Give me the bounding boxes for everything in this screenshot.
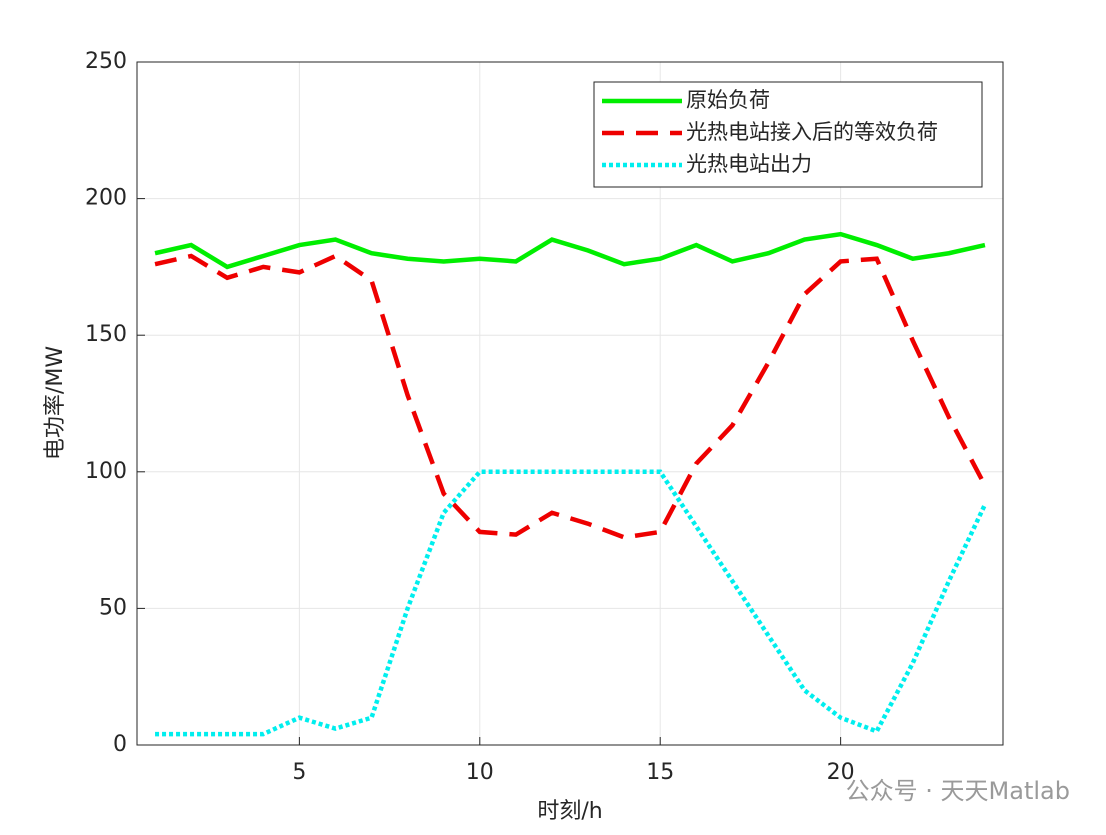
y-tick-label: 150 bbox=[85, 322, 127, 347]
x-axis-label: 时刻/h bbox=[537, 799, 602, 824]
series-line bbox=[154, 253, 987, 540]
y-tick-label: 200 bbox=[85, 186, 127, 211]
x-tick-label: 15 bbox=[646, 760, 674, 785]
y-tick-label: 100 bbox=[85, 459, 127, 484]
series-line bbox=[154, 231, 986, 270]
y-tick-label: 0 bbox=[113, 732, 127, 757]
y-tick-label: 250 bbox=[85, 49, 127, 74]
x-tick-label: 20 bbox=[827, 760, 855, 785]
series-line bbox=[155, 469, 987, 737]
x-tick-label: 10 bbox=[466, 760, 494, 785]
y-axis-label: 电功率/MW bbox=[43, 346, 68, 460]
watermark: 公众号 · 天天Matlab bbox=[846, 777, 1070, 805]
legend-label: 光热电站出力 bbox=[686, 152, 812, 176]
y-tick-label: 50 bbox=[99, 595, 127, 620]
x-tick-label: 5 bbox=[292, 760, 306, 785]
plot-frame bbox=[136, 61, 1004, 746]
legend-label: 光热电站接入后的等效负荷 bbox=[686, 120, 938, 144]
legend-label: 原始负荷 bbox=[686, 88, 770, 112]
